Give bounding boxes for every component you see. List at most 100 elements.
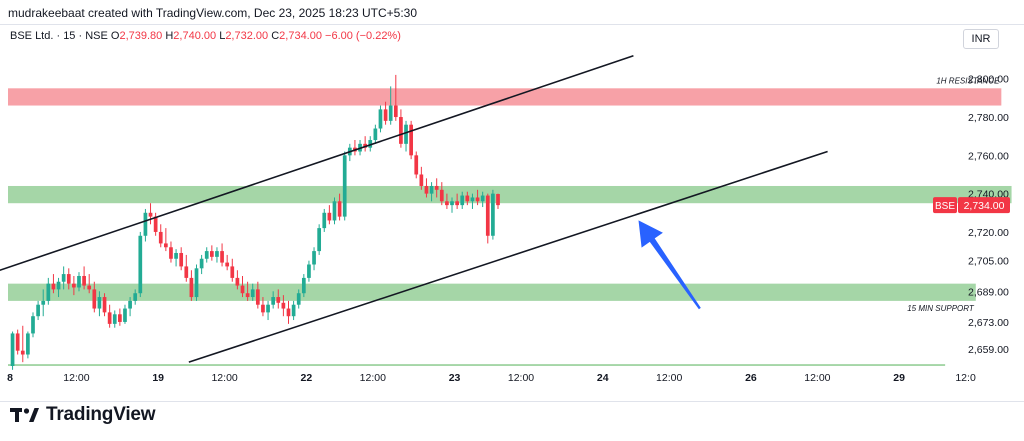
candle-body [174, 253, 178, 259]
price-tag-symbol-bg [933, 197, 957, 214]
x-tick-label: 12:00 [63, 372, 89, 384]
candle-body [271, 297, 276, 305]
candle-body [215, 251, 219, 257]
candle-body [66, 274, 71, 284]
candle-body [133, 293, 138, 301]
candle-body [153, 216, 158, 232]
candle-body [123, 308, 127, 322]
candle-body [419, 174, 424, 186]
legend-close-value: 2,734.00 [279, 30, 322, 42]
candle-body [368, 140, 373, 148]
x-tick-label: 12:00 [211, 372, 237, 384]
candle-body [169, 247, 173, 259]
candle-body [465, 195, 470, 202]
legend-high-label: H [165, 30, 174, 42]
candle-body [148, 212, 153, 217]
brand-name: TradingView [46, 404, 156, 425]
y-tick-label: 2,800.00 [968, 74, 1009, 86]
tradingview-logo-icon [10, 408, 39, 422]
candle-body [307, 264, 311, 278]
legend-low-label: L [219, 30, 226, 42]
candle-body [194, 268, 199, 298]
candle-body [209, 251, 214, 257]
candle-body [261, 304, 265, 313]
candle-body [445, 201, 449, 206]
x-tick-label: 8 [7, 372, 13, 384]
attribution-text: mudrakeebaat created with TradingView.co… [8, 6, 418, 20]
legend-close-label: C [271, 30, 280, 42]
candle-body [383, 109, 388, 121]
y-tick-label: 2,705.00 [968, 256, 1009, 268]
candle-body [404, 124, 408, 144]
candle-body [36, 304, 40, 317]
candle-body [424, 185, 429, 194]
candle-body [378, 109, 383, 129]
candle-body [225, 262, 230, 267]
upper-support-zone [8, 185, 1012, 204]
candle-body [61, 274, 66, 282]
x-tick-label: 19 [152, 372, 164, 384]
candle-body [245, 293, 250, 298]
legend-change: −6.00 (−0.22%) [325, 30, 401, 42]
candle-body [342, 155, 347, 217]
x-tick-label: 29 [893, 372, 905, 384]
candle-body [77, 275, 81, 288]
legend-open-value: 2,739.80 [119, 30, 163, 42]
chart-frame [0, 24, 1024, 402]
candle-body [409, 124, 413, 156]
candle-body [388, 105, 393, 121]
candle-body [230, 266, 235, 278]
y-tick-label: 2,760.00 [968, 150, 1009, 162]
y-tick-label: 2,780.00 [968, 112, 1009, 124]
resistance-label: 1H RESISTANCE [936, 76, 1000, 85]
candle-body [184, 266, 189, 278]
candle-body [204, 251, 209, 259]
candle-body [266, 304, 270, 313]
candle-body [31, 316, 35, 334]
x-tick-label: 12:00 [656, 372, 682, 384]
candle-body [414, 155, 419, 175]
ohlc-legend: BSE Ltd. · 15 · NSE O2,739.80 H2,740.00 … [10, 30, 401, 42]
candle-body [301, 277, 306, 294]
candle-body [220, 251, 224, 263]
x-tick-label: 26 [745, 372, 757, 384]
tradingview-logo: TradingView [10, 404, 156, 426]
y-tick-label: 2,659.00 [968, 344, 1009, 356]
candle-body [276, 297, 281, 303]
candle-body [199, 258, 204, 269]
candle-body [296, 293, 301, 305]
candle-body [82, 275, 86, 286]
price-tag-value-bg [958, 197, 1010, 214]
candle-body [26, 333, 30, 355]
candle-body [332, 201, 337, 221]
x-tick-label: 24 [597, 372, 609, 384]
candle-body [240, 285, 245, 294]
candle-body [97, 297, 102, 309]
candle-body [128, 300, 132, 309]
candle-body [189, 277, 194, 298]
candle-body [439, 189, 444, 202]
candle-body [312, 251, 316, 265]
currency-button[interactable]: INR [963, 29, 999, 49]
x-tick-label: 23 [449, 372, 461, 384]
candle-body [496, 194, 500, 206]
candle-body [485, 195, 490, 236]
candle-body [255, 289, 260, 305]
candle-body [337, 201, 342, 217]
lower-support-zone [8, 283, 976, 301]
x-tick-label: 12:00 [360, 372, 386, 384]
annotation-arrow [638, 220, 701, 310]
candle-body [322, 212, 327, 229]
candle-body [470, 197, 475, 202]
candle-body [399, 117, 403, 144]
candle-body [491, 193, 495, 236]
lower-support-label: 15 MIN SUPPORT [907, 304, 975, 313]
price-tag-value: 2,734.00 [964, 200, 1005, 212]
candle-body [235, 277, 240, 286]
candle-body [138, 235, 143, 294]
candle-body [450, 201, 454, 206]
candle-body [393, 105, 398, 118]
candle-body [118, 314, 122, 322]
candle-body [41, 300, 46, 305]
